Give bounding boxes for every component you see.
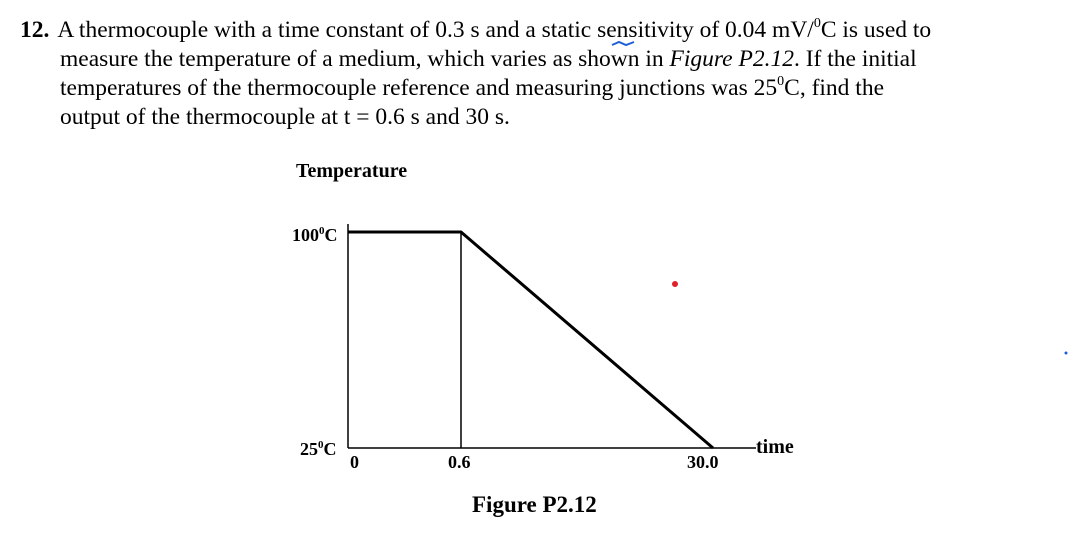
- problem-text-3a: temperatures of the thermocouple referen…: [60, 75, 778, 101]
- problem-text-1b: C is used to: [820, 17, 932, 43]
- x-tick-30: 30.0: [687, 452, 719, 472]
- problem-text-3b: C, find the: [784, 75, 885, 101]
- problem-text-1a: A thermocouple with a time constant of 0…: [57, 17, 814, 43]
- problem-statement: 12. A thermocouple with a time constant o…: [20, 16, 1072, 132]
- problem-number: 12.: [20, 17, 50, 43]
- temperature-profile-line: [348, 230, 714, 450]
- degree-superscript: 0: [813, 16, 821, 31]
- x-tick-0.6: 0.6: [448, 452, 471, 472]
- red-annotation-dot: [672, 281, 678, 287]
- degree-superscript: 0: [777, 74, 785, 89]
- problem-text-2: measure the temperature of a medium, whi…: [60, 46, 664, 72]
- problem-text-4: output of the thermocouple at t = 0.6 s …: [60, 104, 510, 130]
- y-tick-25: 250C: [300, 439, 337, 459]
- x-axis-label: time: [756, 436, 794, 458]
- blue-stray-dot: [1064, 351, 1068, 355]
- problem-text-2b: . If the initial: [793, 46, 917, 72]
- problem-line-3: temperatures of the thermocouple referen…: [20, 74, 1072, 103]
- problem-line-4: output of the thermocouple at t = 0.6 s …: [20, 103, 1072, 132]
- figure-caption: Figure P2.12: [472, 492, 597, 517]
- y-axis-label: Temperature: [296, 160, 407, 182]
- pen-annotation-mark: [611, 40, 635, 47]
- problem-line-1: 12. A thermocouple with a time constant o…: [20, 16, 1072, 45]
- x-tick-0: 0: [350, 452, 359, 472]
- problem-line-2: measure the temperature of a medium, whi…: [20, 45, 1072, 74]
- y-tick-100: 1000C: [292, 225, 338, 245]
- figure-reference: Figure P2.12: [669, 46, 794, 72]
